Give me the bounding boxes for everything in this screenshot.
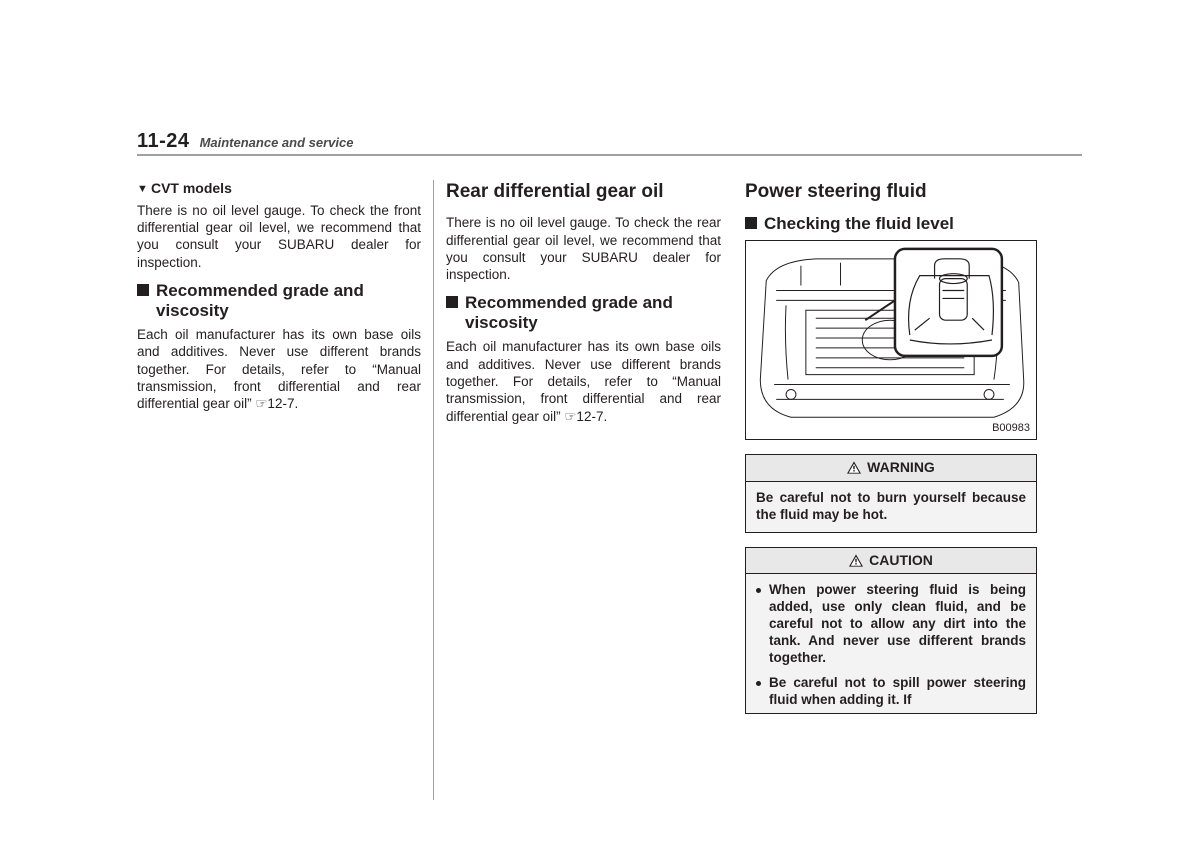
warning-triangle-icon bbox=[847, 461, 861, 474]
page-reference: ☞12-7. bbox=[255, 396, 298, 411]
caution-text: Be careful not to spill power steering f… bbox=[769, 675, 1026, 709]
black-square-icon bbox=[745, 217, 757, 229]
engine-diagram-icon bbox=[746, 241, 1036, 439]
figure-label: B00983 bbox=[992, 421, 1030, 435]
subheading-grade: Recommended grade and viscosity bbox=[446, 293, 721, 332]
bullet-icon bbox=[756, 588, 761, 593]
column-3: Power steering fluid Checking the fluid … bbox=[733, 180, 1048, 800]
chapter-title: Maintenance and service bbox=[200, 135, 354, 150]
heading-rear-diff: Rear differential gear oil bbox=[446, 180, 721, 204]
column-layout: CVT models There is no oil level gauge. … bbox=[137, 180, 1069, 800]
page-number: 11-24 bbox=[137, 130, 190, 153]
body-text: There is no oil level gauge. To check th… bbox=[446, 214, 721, 283]
subheading-cvt: CVT models bbox=[137, 180, 421, 198]
page-reference: ☞12-7. bbox=[564, 409, 607, 424]
column-1: CVT models There is no oil level gauge. … bbox=[137, 180, 433, 800]
caution-header: CAUTION bbox=[746, 548, 1036, 575]
subheading-checking: Checking the fluid level bbox=[745, 214, 1036, 234]
callout-box bbox=[865, 249, 1002, 356]
body-text: Each oil manufacturer has its own base o… bbox=[137, 326, 421, 412]
subheading-text: Recommended grade and viscosity bbox=[156, 281, 421, 320]
list-item: Be careful not to spill power steering f… bbox=[756, 675, 1026, 709]
subheading-text: Recommended grade and viscosity bbox=[465, 293, 721, 332]
caution-text: When power steering fluid is being added… bbox=[769, 582, 1026, 666]
body-text: There is no oil level gauge. To check th… bbox=[137, 202, 421, 271]
caution-box: CAUTION When power steering fluid is bei… bbox=[745, 547, 1037, 714]
bullet-icon bbox=[756, 681, 761, 686]
warning-box: WARNING Be careful not to burn yourself … bbox=[745, 454, 1037, 533]
subheading-text: Checking the fluid level bbox=[764, 214, 954, 234]
list-item: When power steering fluid is being added… bbox=[756, 582, 1026, 666]
black-square-icon bbox=[446, 296, 458, 308]
warning-triangle-icon bbox=[849, 554, 863, 567]
page-header: 11-24 Maintenance and service bbox=[137, 130, 1082, 156]
warning-header: WARNING bbox=[746, 455, 1036, 482]
caution-label: CAUTION bbox=[869, 552, 933, 570]
caution-body: When power steering fluid is being added… bbox=[746, 574, 1036, 712]
black-square-icon bbox=[137, 284, 149, 296]
heading-power-steering: Power steering fluid bbox=[745, 180, 1036, 204]
body-text: Each oil manufacturer has its own base o… bbox=[446, 338, 721, 424]
warning-body: Be careful not to burn yourself because … bbox=[746, 482, 1036, 532]
column-2: Rear differential gear oil There is no o… bbox=[433, 180, 733, 800]
engine-bay-figure: B00983 bbox=[745, 240, 1037, 440]
page-content: 11-24 Maintenance and service CVT models… bbox=[137, 130, 1069, 800]
warning-label: WARNING bbox=[867, 459, 935, 477]
subheading-grade: Recommended grade and viscosity bbox=[137, 281, 421, 320]
